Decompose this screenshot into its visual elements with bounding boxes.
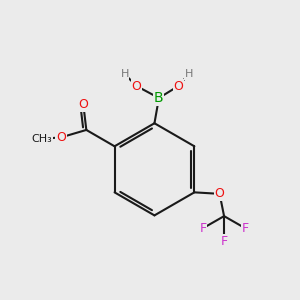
Text: F: F: [241, 221, 248, 235]
Text: H: H: [184, 69, 193, 79]
Text: O: O: [173, 80, 183, 93]
Text: O: O: [78, 98, 88, 111]
Text: O: O: [56, 131, 66, 144]
Text: O: O: [215, 187, 225, 200]
Text: O: O: [132, 80, 142, 93]
Text: CH₃: CH₃: [32, 134, 52, 144]
Text: F: F: [220, 235, 228, 248]
Text: F: F: [200, 221, 207, 235]
Text: B: B: [154, 91, 164, 105]
Text: H: H: [121, 69, 129, 79]
